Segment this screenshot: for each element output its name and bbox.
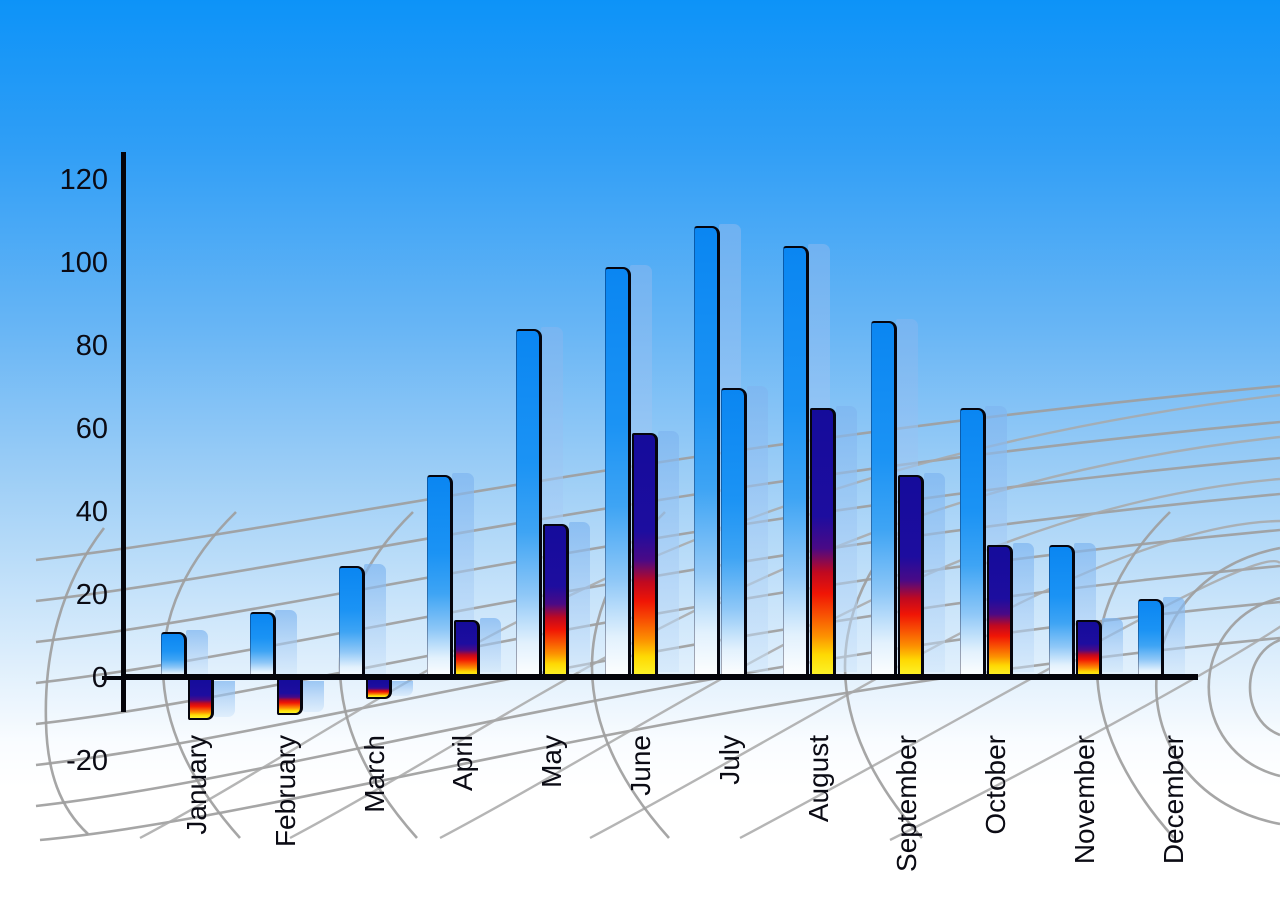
bar-may-series1 <box>516 329 543 678</box>
bar-march-series1 <box>338 565 365 678</box>
x-tick-label-february: February <box>269 735 301 848</box>
y-tick-label-40: 40 <box>75 496 108 528</box>
bar-september-series2 <box>898 474 925 678</box>
bar-august-series2 <box>809 408 836 678</box>
bar-shadow-may-2 <box>569 522 591 672</box>
x-tick-label-july: July <box>713 735 745 785</box>
y-tick-label-20: 20 <box>75 579 108 611</box>
bar-shadow-august-2 <box>835 406 857 672</box>
bar-shadow-june-2 <box>658 431 679 672</box>
bar-shadow-february-1 <box>274 609 297 674</box>
bar-april-series2 <box>454 619 481 678</box>
x-tick-label-august: August <box>802 735 834 823</box>
bar-shadow-november-2 <box>1102 617 1123 672</box>
bar-february-series2 <box>276 680 303 716</box>
x-tick-label-november: November <box>1069 735 1100 865</box>
x-tick-label-march: March <box>358 735 390 813</box>
y-tick-label-100: 100 <box>59 247 108 279</box>
y-tick-label-80: 80 <box>75 330 108 362</box>
x-tick-label-january: January <box>181 735 212 835</box>
bar-june-series2 <box>632 433 658 678</box>
y-tick-label-120: 120 <box>59 164 108 196</box>
y-tick-label-60: 60 <box>75 413 108 445</box>
bar-january-series1 <box>161 632 187 678</box>
bar-shadow-december-1 <box>1162 597 1185 674</box>
bar-shadow-july-2 <box>746 385 768 672</box>
bar-shadow-april-2 <box>480 617 502 672</box>
x-tick-label-september: September <box>891 735 923 872</box>
bar-shadow-october-2 <box>1013 543 1035 672</box>
bar-shadow-january-1 <box>186 630 208 674</box>
y-tick-label-0: 0 <box>91 662 108 694</box>
x-tick-label-april: April <box>447 735 479 792</box>
bar-april-series1 <box>427 474 454 678</box>
bar-july-series2 <box>720 387 747 678</box>
bar-shadow-february-2 <box>302 681 324 713</box>
bar-shadow-january-2 <box>214 681 235 717</box>
bar-shadow-september-2 <box>924 472 946 672</box>
bar-may-series2 <box>543 524 570 678</box>
y-tick-label--20: -20 <box>66 745 108 777</box>
bar-november-series2 <box>1076 619 1102 678</box>
bar-august-series1 <box>782 246 809 678</box>
bar-shadow-march-1 <box>363 563 386 674</box>
x-tick-label-may: May <box>536 735 568 788</box>
bar-january-series2 <box>188 680 214 720</box>
bar-october-series2 <box>987 545 1014 678</box>
x-axis-line <box>121 674 1198 680</box>
bar-october-series1 <box>960 408 987 678</box>
x-tick-label-october: October <box>980 735 1012 835</box>
x-tick-label-june: June <box>625 735 656 796</box>
x-tick-label-december: December <box>1157 735 1189 865</box>
bar-november-series1 <box>1049 545 1075 678</box>
bar-march-series2 <box>365 680 392 699</box>
zero-tick <box>102 676 122 680</box>
bar-february-series1 <box>249 611 276 678</box>
y-axis-line <box>121 152 126 712</box>
bar-shadow-march-2 <box>391 681 413 696</box>
bar-december-series1 <box>1137 599 1164 678</box>
bar-july-series1 <box>693 225 720 678</box>
bar-june-series1 <box>605 267 631 678</box>
bar-september-series1 <box>871 321 898 678</box>
